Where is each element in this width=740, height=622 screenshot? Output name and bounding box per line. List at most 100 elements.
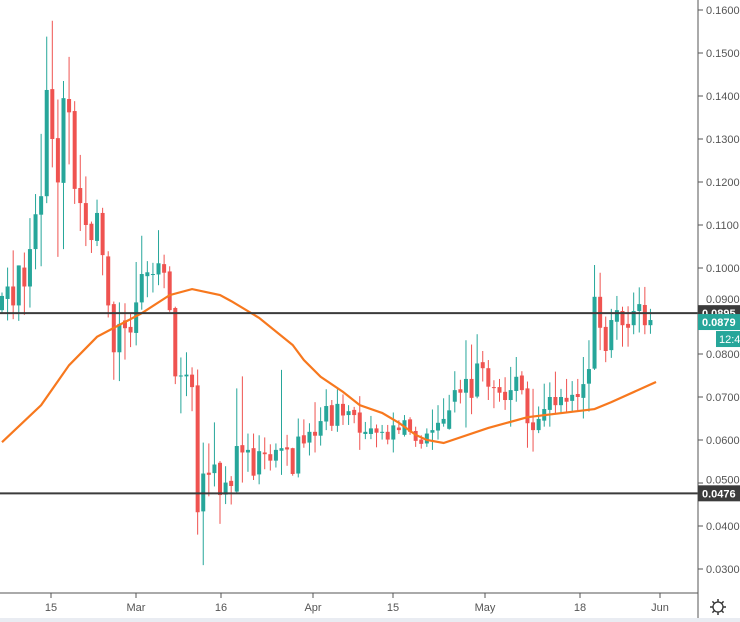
candle-down <box>167 266 172 312</box>
candle-body <box>162 264 167 273</box>
candle-body <box>620 311 625 326</box>
candle-down <box>491 380 496 409</box>
price-tick-label: 0.1400 <box>706 91 740 103</box>
candle-body <box>240 445 245 453</box>
candle-body <box>559 397 563 406</box>
price-tick-label: 0.1100 <box>706 220 739 232</box>
candle-up <box>542 383 547 427</box>
candle-up <box>424 428 429 447</box>
time-tick-label: May <box>475 602 496 614</box>
candle-down <box>195 369 200 535</box>
level-price-label: 0.0476 <box>702 488 736 500</box>
time-axis[interactable]: 15 Mar 16 Apr 15 May 18 Jun <box>45 593 669 614</box>
candle-up <box>223 466 228 505</box>
candle-down <box>78 154 83 232</box>
candle-down <box>497 378 502 402</box>
candle-down <box>89 221 94 253</box>
candle-body <box>436 422 441 431</box>
candle-body <box>134 302 139 333</box>
candle-body <box>458 389 463 393</box>
candle-up <box>245 433 250 472</box>
candle-down <box>262 437 267 470</box>
candle-down <box>11 250 16 320</box>
candle-up <box>463 340 468 428</box>
candle-body <box>313 431 318 436</box>
candle-up <box>178 357 183 414</box>
candle-up <box>0 292 4 315</box>
price-axis[interactable]: 0.1600 0.1500 0.1400 0.1300 0.1200 0.1100 0.10… <box>698 5 740 576</box>
candle-down <box>480 350 485 382</box>
candles-layer <box>0 20 653 566</box>
candle-up <box>436 405 441 440</box>
candle-body <box>486 368 491 387</box>
candle-body <box>642 304 647 326</box>
candle-down <box>122 303 127 360</box>
candle-body <box>11 286 16 306</box>
gear-icon[interactable] <box>710 599 726 615</box>
candle-body <box>424 433 429 444</box>
candle-up <box>44 36 49 204</box>
candle-up <box>95 199 100 247</box>
candle-down <box>340 394 345 425</box>
time-tick-label: Jun <box>651 602 669 614</box>
candle-body <box>0 295 4 311</box>
candle-body <box>139 274 144 303</box>
candle-up <box>257 435 262 485</box>
candle-up <box>279 369 284 475</box>
candle-body <box>475 363 480 397</box>
candle-down <box>67 56 72 165</box>
candle-down <box>329 400 334 431</box>
candle-body <box>122 320 127 329</box>
horizontal-levels[interactable] <box>0 312 698 495</box>
candle-body <box>55 138 60 183</box>
candle-body <box>285 447 290 450</box>
candle-up <box>150 262 155 293</box>
candle-down <box>268 444 273 471</box>
candle-up <box>559 388 563 414</box>
candle-up <box>447 394 452 430</box>
candle-down <box>206 443 211 497</box>
candle-body <box>631 311 636 326</box>
price-tick-label: 0.1600 <box>706 5 740 17</box>
candle-down <box>486 360 491 401</box>
candle-up <box>39 133 44 267</box>
candle-body <box>357 412 362 433</box>
candle-down <box>564 378 569 412</box>
candle-body <box>106 256 111 306</box>
candle-body <box>223 482 228 495</box>
candle-body <box>536 418 541 431</box>
candle-up <box>430 409 435 450</box>
candle-up <box>296 418 301 478</box>
candle-up <box>212 422 217 487</box>
candle-up <box>324 389 329 431</box>
candle-up <box>5 267 10 321</box>
candle-down <box>313 402 318 453</box>
candle-body <box>637 304 642 311</box>
candle-up <box>184 352 189 397</box>
candle-body <box>251 448 256 476</box>
price-tick-label: 0.0800 <box>706 349 740 361</box>
candle-body <box>340 403 345 416</box>
candle-down <box>352 406 357 424</box>
candle-up <box>307 423 312 456</box>
candle-body <box>33 214 38 250</box>
candle-up <box>508 366 513 427</box>
price-tick-label: 0.0700 <box>706 392 740 404</box>
candle-body <box>245 449 250 453</box>
candle-down <box>503 377 508 410</box>
time-tick-label: 18 <box>574 602 586 614</box>
candle-body <box>27 249 32 287</box>
candle-down <box>290 447 295 476</box>
candle-body <box>335 403 340 426</box>
candle-up <box>536 406 541 434</box>
time-tick-label: 15 <box>45 602 57 614</box>
candle-body <box>374 428 379 433</box>
candle-body <box>145 272 150 277</box>
candle-body <box>497 387 502 393</box>
candle-body <box>167 271 172 311</box>
candle-body <box>346 411 351 416</box>
candle-down <box>55 99 60 257</box>
candle-up <box>61 80 66 250</box>
